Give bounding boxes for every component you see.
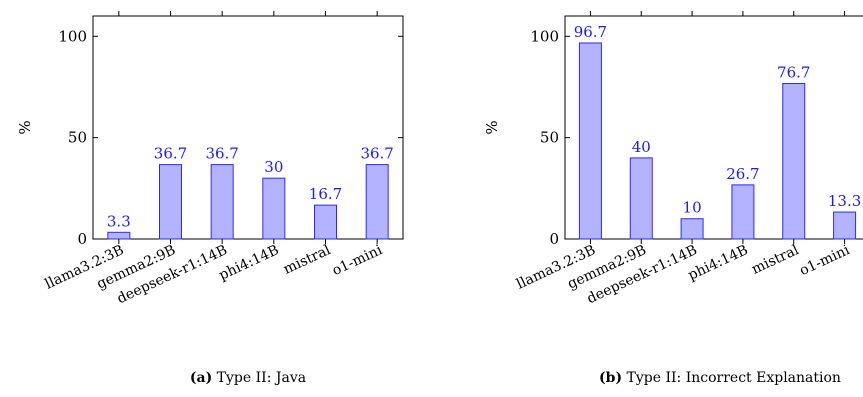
x-tick-label: phi4:14B (217, 242, 282, 284)
bar (262, 177, 286, 240)
bar (314, 204, 337, 240)
caption-tag: (a) (190, 370, 212, 386)
caption-text: Type II: Java (212, 370, 306, 386)
data-label: 96.7 (574, 23, 607, 41)
data-label: 36.7 (205, 145, 238, 163)
y-tick-label: 50 (68, 129, 87, 147)
bar (629, 157, 653, 240)
bar (782, 83, 806, 240)
x-tick-label: o1-mini (797, 242, 853, 279)
chart-caption: (a) Type II: Java (190, 370, 306, 386)
data-label: 3.3 (107, 212, 131, 230)
data-label: 40 (632, 138, 651, 156)
data-label: 30 (264, 158, 283, 176)
data-label: 36.7 (154, 145, 187, 163)
data-label: 16.7 (309, 185, 342, 203)
bar (210, 164, 234, 240)
bar (159, 164, 182, 240)
data-label: 10 (683, 199, 702, 217)
y-tick-label: 0 (77, 230, 87, 248)
data-label: 26.7 (726, 165, 759, 183)
chart-panel-b: 050100%96.7llama3.2:3B40gemma2:9B10deeps… (483, 11, 863, 386)
bar (833, 211, 857, 240)
bar (578, 42, 602, 240)
bar (731, 184, 755, 240)
bar (107, 231, 131, 240)
plot-frame (92, 15, 404, 240)
x-tick-label: mistral (281, 242, 334, 278)
y-axis-label: % (16, 120, 34, 134)
data-label: 76.7 (777, 64, 810, 82)
y-tick-label: 50 (540, 129, 559, 147)
data-label: 13.3 (828, 192, 861, 210)
y-tick-label: 0 (549, 230, 559, 248)
caption-text: Type II: Incorrect Explanation (622, 370, 841, 386)
bar (680, 218, 704, 240)
plot-frame (564, 15, 863, 240)
y-tick-label: 100 (58, 27, 87, 45)
chart-panel-a: 050100%3.3llama3.2:3B36.7gemma2:9B36.7de… (16, 11, 404, 386)
y-axis-label: % (483, 120, 501, 134)
y-tick-label: 100 (530, 27, 559, 45)
caption-tag: (b) (599, 370, 622, 386)
x-tick-label: mistral (749, 242, 802, 278)
data-label: 36.7 (360, 145, 393, 163)
x-tick-label: o1-mini (330, 242, 386, 279)
bar (365, 164, 389, 240)
chart-caption: (b) Type II: Incorrect Explanation (599, 370, 841, 386)
